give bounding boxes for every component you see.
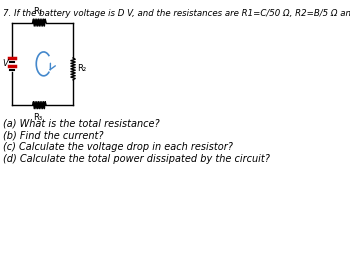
Text: R₂: R₂: [77, 64, 86, 73]
Text: (b) Find the current?: (b) Find the current?: [3, 130, 104, 140]
Text: R₃: R₃: [34, 113, 43, 122]
Text: (d) Calculate the total power dissipated by the circuit?: (d) Calculate the total power dissipated…: [3, 154, 270, 164]
Text: 7. If the battery voltage is D V, and the resistances are R1=C/50 Ω, R2=B/5 Ω an: 7. If the battery voltage is D V, and th…: [3, 9, 350, 18]
Text: V: V: [3, 59, 8, 68]
Text: (a) What is the total resistance?: (a) What is the total resistance?: [3, 118, 160, 128]
Text: R₁: R₁: [34, 7, 43, 16]
Text: (c) Calculate the voltage drop in each resistor?: (c) Calculate the voltage drop in each r…: [3, 142, 233, 152]
